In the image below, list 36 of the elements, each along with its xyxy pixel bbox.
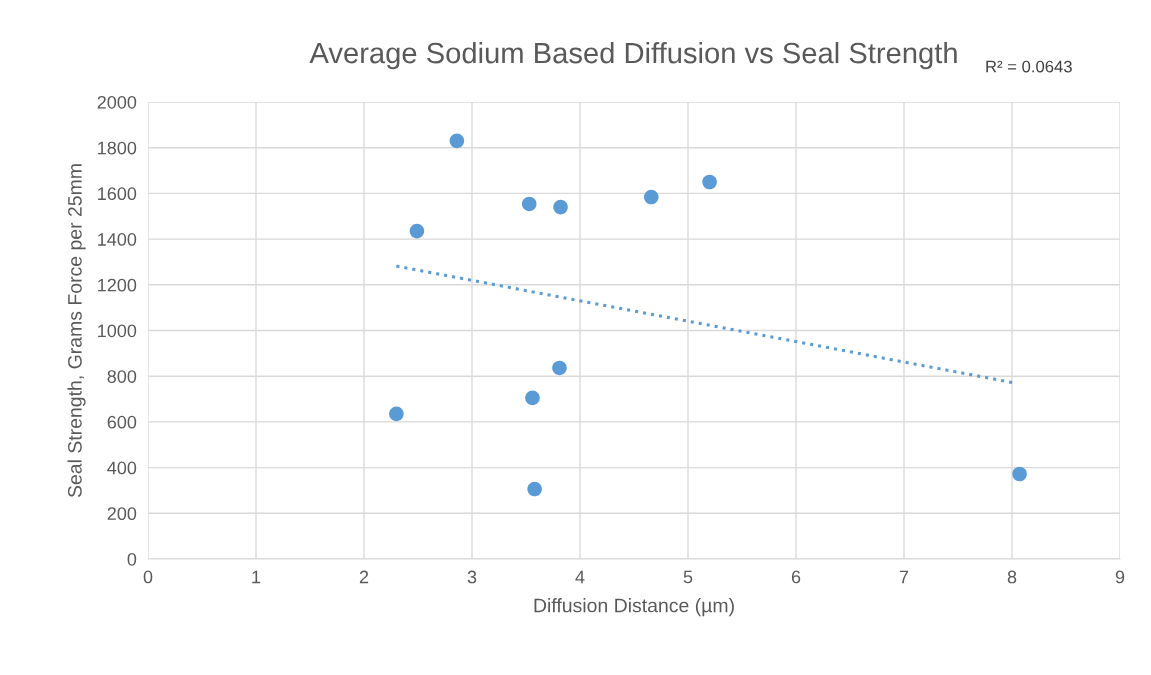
point bbox=[552, 360, 567, 376]
point bbox=[644, 189, 659, 205]
y-tick-label: 1000 bbox=[98, 324, 137, 338]
y-tick-label: 600 bbox=[107, 415, 137, 429]
x-tick-label: 3 bbox=[467, 570, 477, 584]
x-tick-label: 7 bbox=[899, 570, 909, 584]
x-tick-label: 4 bbox=[575, 570, 585, 584]
y-tick-label: 1400 bbox=[98, 233, 137, 246]
point bbox=[389, 406, 404, 422]
x-tick-label: 9 bbox=[1115, 570, 1125, 584]
point bbox=[409, 223, 425, 239]
point bbox=[553, 199, 568, 215]
x-tick-label: 1 bbox=[252, 570, 261, 584]
y-tick-label: 400 bbox=[107, 461, 137, 475]
point bbox=[525, 390, 540, 406]
chart-title: Average Sodium Based Diffusion vs Seal Strength bbox=[309, 41, 957, 70]
point bbox=[521, 196, 537, 212]
x-tick-label: 5 bbox=[683, 570, 693, 584]
y-tick-label: 1800 bbox=[98, 141, 137, 155]
y-tick-label: 0 bbox=[127, 552, 137, 566]
x-tick-label: 0 bbox=[143, 570, 153, 584]
y-tick-label: 200 bbox=[107, 507, 137, 521]
x-tick-label: 6 bbox=[791, 570, 801, 584]
point bbox=[702, 174, 717, 190]
y-tick-label: 2000 bbox=[97, 95, 137, 109]
point bbox=[1012, 466, 1027, 482]
y-tick-label: 1600 bbox=[98, 187, 137, 201]
y-axis-title: Seal Strength, Grams Force per 25mm bbox=[67, 164, 86, 498]
y-tick-label: 800 bbox=[107, 370, 137, 383]
x-tick-label: 8 bbox=[1007, 570, 1017, 584]
text: R² = 0.0643 bbox=[986, 60, 1072, 73]
point bbox=[527, 481, 542, 497]
x-axis-title: Diffusion Distance (µm) bbox=[534, 598, 734, 617]
y-tick-label: 1200 bbox=[98, 278, 137, 292]
x-tick-label: 2 bbox=[359, 570, 369, 584]
point bbox=[449, 133, 465, 149]
